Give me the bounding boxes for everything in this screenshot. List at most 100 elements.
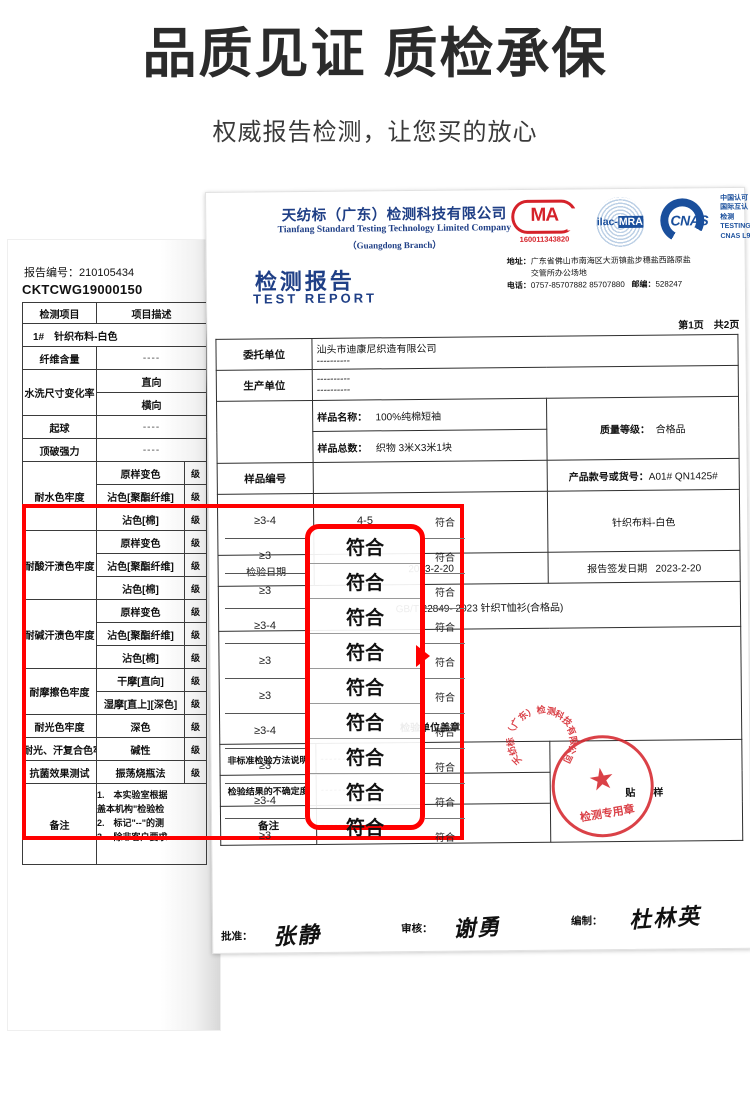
cell-unit: 级 [184,484,207,508]
cell-item: 抗菌效果测试 [22,760,97,784]
result-overlay-cell: 符合 [310,564,420,599]
cell-item: 耐碱汗渍色牢度 [22,599,97,669]
cma-label: MA [530,204,559,226]
cell-desc: 沾色[聚酯纤维] [96,484,185,508]
left-report-number: 报告编号：210105434 [24,267,135,279]
result-value: 符合 [425,539,465,574]
cell-unit: 级 [184,737,207,761]
cell-item: 耐摩擦色牢度 [22,668,97,715]
standard-value: ≥3 [225,679,305,714]
result-value: 符合 [425,679,465,714]
quality-label: 质量等级： [599,424,651,437]
cell-producer-value: ---------- ---------- [312,365,739,401]
cell-item: 起球 [22,415,97,439]
accreditation-badges: MA 160011343820 ilac-MRA CNAS 中国认可 国际互认 … [506,194,750,258]
standard-value: ≥3 [225,749,305,784]
result-overlay-cell: 符合 [310,739,420,774]
table-row: 耐光、汗复合色牢度 碱性 级 [22,737,207,761]
th-desc: 项目描述 [96,302,207,324]
table-row: 抗菌效果测试 振荡烧瓶法 级 [22,760,207,784]
th-item: 检测项目 [22,302,97,324]
result-value: 符合 [425,644,465,679]
sample-count-value: 织物 3米X3米1块 [375,442,453,454]
result-overlay-cell: 符合 [310,599,420,634]
result-overlay-cell: 符合 [310,529,420,564]
company-address-block: 地址：广东省佛山市南海区大沥镇盐步穗盐西路原盐 交管所办公场地 电话：0757-… [507,254,745,292]
promo-banner: 品质见证 质检承保 权威报告检测，让您买的放心 [0,0,750,178]
table-row: 样品编号 产品款号或货号：A01# QN1425# [217,458,740,495]
page-title: 品质见证 质检承保 [142,24,608,84]
measured-first-value: 4-5 [357,515,373,527]
cell-item: 耐酸汗渍色牢度 [22,530,97,600]
sample-name-label: 样品名称： [317,411,368,424]
phone-label: 电话： [506,280,531,291]
cell-client-value: 汕头市迪康尼织造有限公司 ---------- [311,334,739,370]
result-value: 符合 [425,749,465,784]
sample-name-value: 100%纯棉短袖 [375,411,442,423]
left-report-code: CKTCWG19000150 [22,282,143,297]
review-label: 审核： [401,922,433,936]
company-name-en: Tianfang Standard Testing Technology Lim… [277,223,512,236]
cell-unit: 级 [184,599,207,623]
table-row: 顶破强力 ---- [22,438,207,462]
cnas-badge-icon: CNAS [656,196,718,245]
result-overlay-cell: 符合 [310,774,420,809]
cell-client-label: 委托单位 [215,338,313,371]
cell-quality: 质量等级： 合格品 [546,396,740,461]
cell-unit: 级 [184,576,207,600]
cell-sample-count: 样品总数： 织物 3米X3米1块 [312,429,548,463]
zip-label: 邮编： [631,279,656,289]
table-row: 起球 ---- [22,415,207,439]
cell-item: 耐水色牢度 [22,461,97,531]
result-overlay-cell: 符合 [345,817,384,839]
cell-empty [216,400,314,464]
cell-style-no: 产品款号或货号：A01# QN1425# [547,458,740,492]
table-row: 耐光色牢度 深色 级 [22,714,207,738]
result-value: 符合 [425,784,465,819]
style-no-value: A01# QN1425# [648,470,718,483]
cell-desc: 沾色[棉] [96,645,185,669]
result-value: 符合 [425,574,465,609]
standard-value: ≥3-4 [225,784,305,819]
result-values-column: 符合 符合 符合 符合 符合 符合 符合 符合 符合 符合 [425,504,465,853]
review-signature: 谢勇 [452,913,502,942]
cell-sample-no-value [313,460,548,494]
cnas-side-text: 中国认可 国际互认 检测 TESTING CNAS L9 [720,194,750,240]
standard-value: ≥3 [225,644,305,679]
table-row: 耐摩擦色牢度 干摩[直向] 级 [22,668,207,715]
standard-value: ≥3 [225,539,305,574]
standard-value: ≥3-4 [225,504,305,539]
table-header-row: 检测项目 项目描述 [22,302,207,324]
cell-sample-no-label: 样品编号 [217,462,314,495]
cell-desc: 干摩[直向] [96,668,185,692]
ilac-label: ilac-MRA [596,215,644,229]
cell-desc: 碱性 [96,737,185,761]
highlight-arrow-icon [416,645,430,667]
cell-desc: ---- [96,415,207,439]
note-line: 盖本机构"检验检 [97,804,165,814]
page-indicator: 第1页 共2页 [678,319,740,332]
cell-desc: 原样变色 [96,599,185,623]
cell-item: 耐光色牢度 [22,714,97,738]
table-row: 备注 1. 本实验室根据 盖本机构"检验检 2. 标记"--"的测 3. 除非客… [22,783,207,865]
approve-label: 批准： [221,930,253,943]
signature-row: 批准： 张静 审核： 谢勇 编制： 杜林英 [221,903,743,953]
cell-unit: 级 [184,553,207,577]
result-overlay-cell: 符合 [310,704,420,739]
table-row: 水洗尺寸变化率 直向 [22,369,207,416]
cell-unit: 级 [184,622,207,646]
standard-value: ≥3 [225,574,305,609]
cell-item: 耐光、汗复合色牢度 [22,737,97,761]
cell-unit: 级 [184,691,207,715]
table-row: 耐酸汗渍色牢度 原样变色 级 [22,530,207,600]
table-row: 样品名称： 100%纯棉短袖 质量等级： 合格品 [216,396,740,464]
cnas-label: CNAS [670,212,709,229]
cell-producer-label: 生产单位 [216,369,313,402]
sample-count-label: 样品总数： [317,442,368,455]
table-row: 纤维含量 ---- [22,346,207,370]
cell-desc: 横向 [96,392,207,416]
cell-item: 纤维含量 [22,346,97,370]
table-row: 耐水色牢度 原样变色 级 [22,461,207,531]
cell-desc: 沾色[棉] [96,507,185,531]
cell-desc: 沾色[聚酯纤维] [96,553,185,577]
